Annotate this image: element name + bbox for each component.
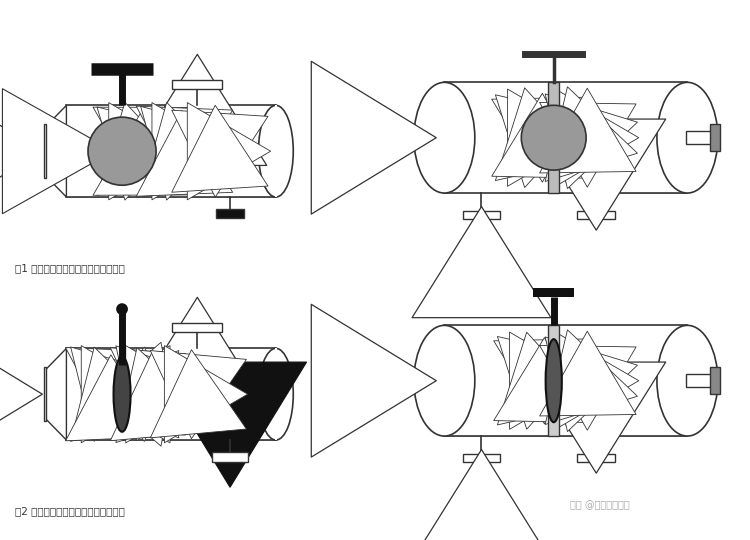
Bar [548, 82, 559, 193]
Bar [216, 210, 244, 218]
Bar [710, 124, 721, 151]
Bar [211, 453, 248, 462]
Bar [444, 82, 445, 193]
Bar [67, 348, 276, 440]
Bar [67, 105, 276, 197]
Bar [533, 287, 574, 297]
Bar [554, 82, 687, 193]
Circle shape [521, 105, 586, 170]
Ellipse shape [657, 325, 718, 436]
Bar [710, 367, 721, 394]
Polygon shape [46, 105, 67, 197]
Polygon shape [46, 348, 67, 440]
Bar [172, 80, 222, 89]
Bar [463, 211, 500, 219]
Bar [686, 374, 712, 388]
Bar [687, 325, 688, 436]
Ellipse shape [414, 82, 475, 193]
Bar [44, 124, 46, 178]
Bar [578, 454, 615, 462]
Bar [444, 325, 687, 436]
Bar [172, 323, 222, 332]
Bar [444, 325, 445, 436]
Bar [687, 82, 688, 193]
Bar [444, 82, 687, 193]
Ellipse shape [259, 348, 293, 440]
Bar [275, 348, 277, 440]
Text: 图1 正常过滤状态（水流导向阀开启）: 图1 正常过滤状态（水流导向阀开启） [15, 264, 125, 274]
Bar [67, 348, 276, 440]
Ellipse shape [657, 82, 718, 193]
Bar [44, 367, 46, 421]
Circle shape [88, 117, 156, 185]
Ellipse shape [259, 105, 293, 197]
Bar [578, 211, 615, 219]
Ellipse shape [545, 339, 562, 422]
Bar [548, 325, 559, 436]
Circle shape [116, 303, 128, 315]
Bar [275, 105, 277, 197]
Bar [67, 105, 276, 197]
Bar [444, 325, 687, 436]
Ellipse shape [113, 356, 130, 432]
Text: 图2 反洗排污状态（水流导向阀关闭）: 图2 反洗排污状态（水流导向阀关闭） [15, 507, 125, 517]
Ellipse shape [414, 325, 475, 436]
Bar [463, 454, 500, 462]
Bar [686, 131, 712, 145]
Text: 知乎 @全球时尚家居: 知乎 @全球时尚家居 [570, 500, 630, 510]
